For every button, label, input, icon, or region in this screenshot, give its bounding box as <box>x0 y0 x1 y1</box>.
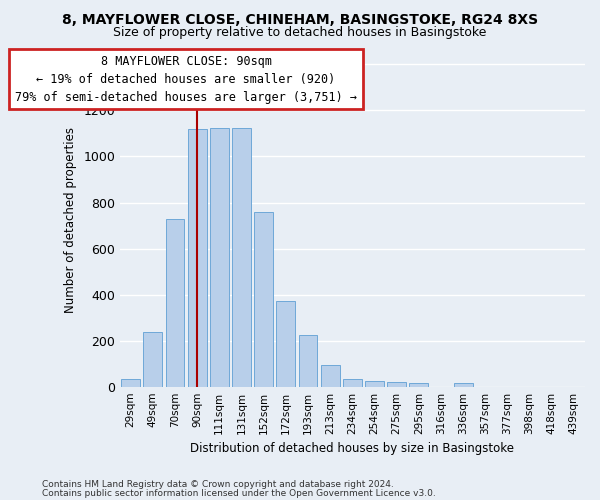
X-axis label: Distribution of detached houses by size in Basingstoke: Distribution of detached houses by size … <box>190 442 514 455</box>
Bar <box>343 380 362 388</box>
Bar <box>232 128 251 388</box>
Bar <box>277 301 295 388</box>
Bar <box>188 128 206 388</box>
Bar <box>365 381 384 388</box>
Y-axis label: Number of detached properties: Number of detached properties <box>64 127 77 313</box>
Text: 8, MAYFLOWER CLOSE, CHINEHAM, BASINGSTOKE, RG24 8XS: 8, MAYFLOWER CLOSE, CHINEHAM, BASINGSTOK… <box>62 12 538 26</box>
Text: Contains HM Land Registry data © Crown copyright and database right 2024.: Contains HM Land Registry data © Crown c… <box>42 480 394 489</box>
Bar <box>166 219 184 388</box>
Bar <box>210 128 229 388</box>
Bar <box>121 380 140 388</box>
Bar <box>321 366 340 388</box>
Text: Contains public sector information licensed under the Open Government Licence v3: Contains public sector information licen… <box>42 489 436 498</box>
Bar <box>454 383 473 388</box>
Bar <box>299 336 317 388</box>
Bar <box>143 332 162 388</box>
Text: Size of property relative to detached houses in Basingstoke: Size of property relative to detached ho… <box>113 26 487 39</box>
Bar <box>387 382 406 388</box>
Bar <box>254 212 273 388</box>
Bar <box>409 383 428 388</box>
Text: 8 MAYFLOWER CLOSE: 90sqm
← 19% of detached houses are smaller (920)
79% of semi-: 8 MAYFLOWER CLOSE: 90sqm ← 19% of detach… <box>15 54 357 104</box>
